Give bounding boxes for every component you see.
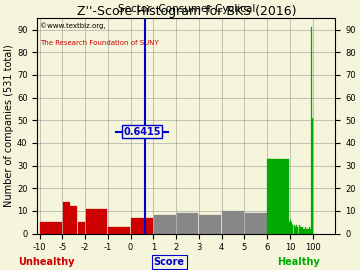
Bar [199,215,221,234]
Bar [131,218,153,234]
Bar [78,222,85,234]
Bar [86,209,107,234]
Bar [70,207,77,234]
Text: 0.6415: 0.6415 [123,127,161,137]
Bar [177,213,198,234]
Text: Unhealthy: Unhealthy [19,257,75,267]
Bar [300,227,301,234]
Bar [268,159,289,234]
Bar [312,118,313,234]
Bar [307,229,308,234]
Title: Z''-Score Histogram for BKS (2016): Z''-Score Histogram for BKS (2016) [77,5,296,18]
Bar [291,222,292,234]
Bar [308,229,309,234]
Bar [284,222,290,234]
Bar [296,225,297,234]
Bar [108,227,130,234]
Text: Healthy: Healthy [278,257,320,267]
Bar [302,227,303,234]
Bar [305,227,306,234]
Bar [290,220,291,234]
Bar [295,227,296,234]
Bar [299,225,300,234]
Bar [298,227,299,234]
Bar [273,225,278,234]
Bar [222,211,244,234]
Bar [297,227,298,234]
Y-axis label: Number of companies (531 total): Number of companies (531 total) [4,45,14,207]
Bar [293,227,294,234]
Text: The Research Foundation of SUNY: The Research Foundation of SUNY [40,40,159,46]
Bar [279,227,284,234]
Bar [304,229,305,234]
Bar [245,213,267,234]
Text: Sector: Consumer Cyclical: Sector: Consumer Cyclical [118,4,255,14]
Bar [154,215,176,234]
Bar [303,229,304,234]
Bar [292,225,293,234]
Text: ©www.textbiz.org,: ©www.textbiz.org, [40,23,106,29]
Bar [309,227,310,234]
Bar [311,27,312,234]
Bar [267,159,273,234]
Bar [294,225,295,234]
Text: Score: Score [154,257,185,267]
Bar [40,222,62,234]
Bar [310,229,311,234]
Bar [306,229,307,234]
Bar [301,227,302,234]
Bar [63,202,70,234]
